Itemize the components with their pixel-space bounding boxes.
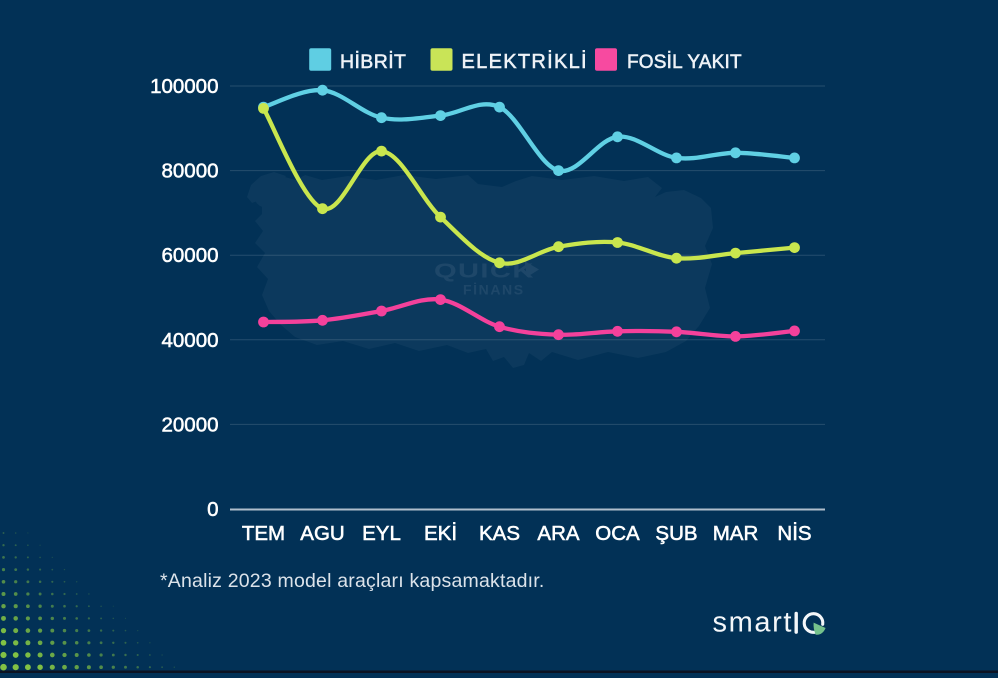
svg-text:EYL: EYL (362, 522, 401, 545)
svg-text:EKİ: EKİ (424, 522, 457, 545)
svg-text:ELEKTRİKLİ: ELEKTRİKLİ (462, 50, 588, 73)
svg-text:FİNANS: FİNANS (463, 282, 525, 298)
svg-text:MAR: MAR (713, 522, 759, 545)
svg-text:OCA: OCA (595, 522, 640, 545)
svg-text:KAS: KAS (479, 522, 520, 545)
svg-text:20000: 20000 (161, 413, 218, 436)
svg-text:TEM: TEM (242, 522, 285, 545)
svg-text:FOSİL YAKIT: FOSİL YAKIT (627, 52, 742, 73)
svg-text:NİS: NİS (777, 522, 811, 545)
svg-text:40000: 40000 (161, 329, 218, 352)
svg-text:80000: 80000 (161, 160, 218, 183)
svg-text:ŞUB: ŞUB (655, 522, 697, 545)
svg-text:AGU: AGU (300, 522, 344, 545)
svg-text:0: 0 (207, 498, 218, 521)
svg-text:*Analiz 2023 model araçları ka: *Analiz 2023 model araçları kapsamaktadı… (160, 570, 545, 592)
svg-text:HİBRİT: HİBRİT (340, 50, 406, 73)
svg-text:ARA: ARA (537, 522, 579, 545)
svg-text:100000: 100000 (150, 75, 218, 98)
svg-text:60000: 60000 (161, 244, 218, 267)
svg-text:smart: smart (713, 607, 794, 639)
